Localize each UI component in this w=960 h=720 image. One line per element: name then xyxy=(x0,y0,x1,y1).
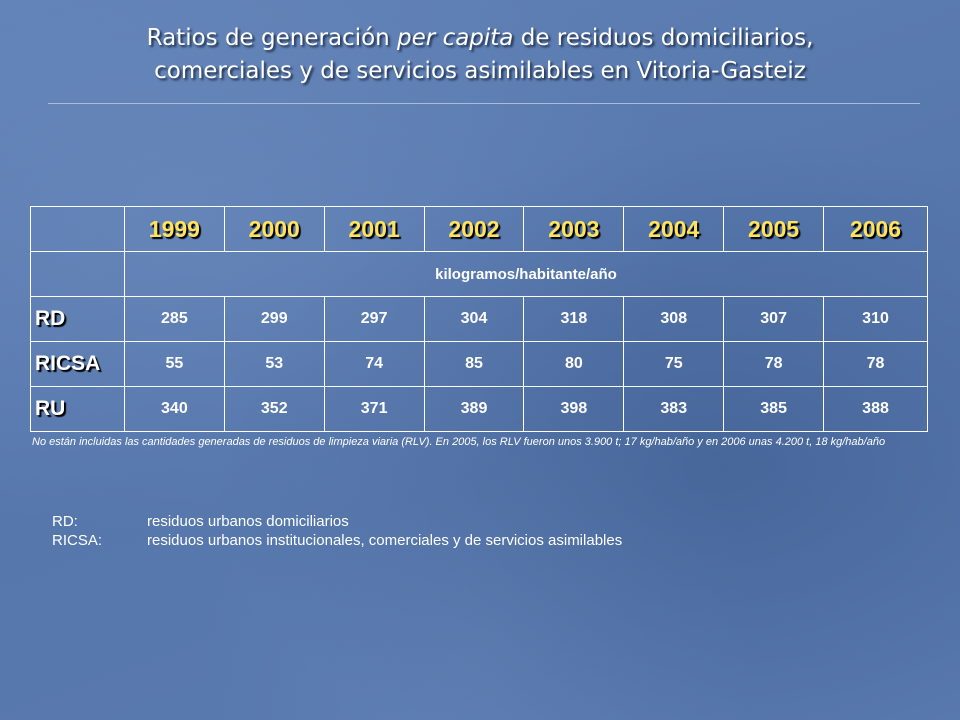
table-row: RU 340 352 371 389 398 383 385 388 xyxy=(30,386,928,432)
year-header-row: 1999 2000 2001 2002 2003 2004 2005 2006 xyxy=(30,206,928,252)
table-cell: 75 xyxy=(623,341,725,387)
table-cell: 304 xyxy=(423,296,525,342)
table-cell: 340 xyxy=(123,386,225,432)
table-row: RICSA 55 53 74 85 80 75 78 78 xyxy=(30,341,928,387)
table-cell: 385 xyxy=(723,386,825,432)
title-line-2: comerciales y de servicios asimilables e… xyxy=(154,58,806,84)
title-text-1b: de residuos domiciliarios, xyxy=(513,25,814,51)
title-divider xyxy=(48,103,920,104)
row-label-ricsa: RICSA xyxy=(30,341,125,387)
table-cell: 307 xyxy=(723,296,825,342)
table-cell: 285 xyxy=(123,296,225,342)
table-cell: 398 xyxy=(523,386,625,432)
table-cell: 388 xyxy=(823,386,928,432)
year-header: 2003 xyxy=(523,206,625,252)
legend-key: RD: xyxy=(52,513,78,530)
legend-text: residuos urbanos domiciliarios xyxy=(147,513,349,530)
legend-item: RD: residuos urbanos domiciliarios xyxy=(52,512,622,531)
table-cell: 53 xyxy=(223,341,325,387)
units-label: kilogramos/habitante/año xyxy=(123,251,929,297)
table-cell: 308 xyxy=(623,296,725,342)
year-header: 1999 xyxy=(123,206,225,252)
waste-ratio-table: 1999 2000 2001 2002 2003 2004 2005 2006 … xyxy=(30,206,929,432)
title-text-italic: per capita xyxy=(397,25,514,51)
table-cell: 299 xyxy=(223,296,325,342)
table-cell: 297 xyxy=(323,296,425,342)
table-cell: 78 xyxy=(823,341,928,387)
legend-text: residuos urbanos institucionales, comerc… xyxy=(147,532,623,549)
corner-cell xyxy=(30,206,125,252)
title-line-1: Ratios de generación per capita de resid… xyxy=(40,22,920,55)
table-cell: 383 xyxy=(623,386,725,432)
table-row: RD 285 299 297 304 318 308 307 310 xyxy=(30,296,928,342)
year-header: 2000 xyxy=(223,206,325,252)
table-cell: 371 xyxy=(323,386,425,432)
table-cell: 78 xyxy=(723,341,825,387)
table-cell: 55 xyxy=(123,341,225,387)
legend-key: RICSA: xyxy=(52,532,103,549)
units-row: kilogramos/habitante/año xyxy=(30,251,929,297)
legend-item: RICSA: residuos urbanos institucionales,… xyxy=(52,531,622,550)
slide-title: Ratios de generación per capita de resid… xyxy=(40,22,920,88)
table-cell: 389 xyxy=(423,386,525,432)
title-text-1a: Ratios de generación xyxy=(146,25,398,51)
table-cell: 74 xyxy=(323,341,425,387)
table-cell: 85 xyxy=(423,341,525,387)
year-header: 2001 xyxy=(323,206,425,252)
table-cell: 318 xyxy=(523,296,625,342)
year-header: 2006 xyxy=(823,206,928,252)
year-header: 2004 xyxy=(623,206,725,252)
table-cell: 80 xyxy=(523,341,625,387)
table-cell: 352 xyxy=(223,386,325,432)
footnote: No están incluidas las cantidades genera… xyxy=(32,436,886,448)
year-header: 2002 xyxy=(423,206,525,252)
row-label-ru: RU xyxy=(30,386,125,432)
row-label-rd: RD xyxy=(30,296,125,342)
table-cell: 310 xyxy=(823,296,928,342)
abbreviation-legend: RD: residuos urbanos domiciliarios RICSA… xyxy=(52,512,622,550)
units-corner-cell xyxy=(30,251,125,297)
year-header: 2005 xyxy=(723,206,825,252)
